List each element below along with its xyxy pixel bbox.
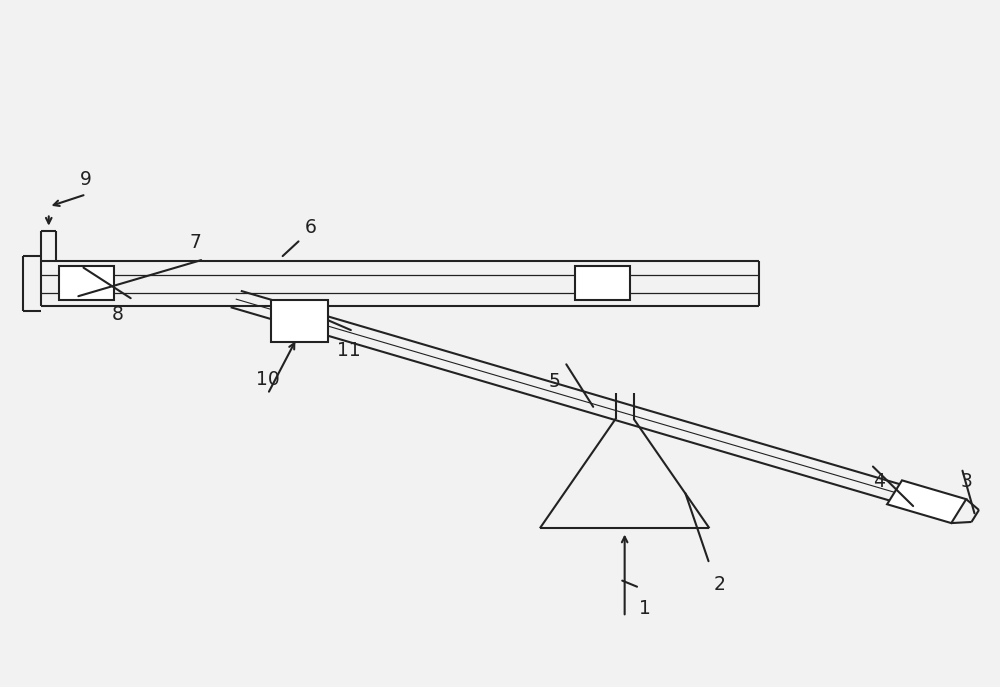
Bar [271, 300, 328, 342]
Text: 9: 9 [80, 170, 92, 189]
Bar [59, 266, 114, 300]
Text: 6: 6 [305, 218, 316, 237]
Bar [575, 266, 630, 300]
Text: 1: 1 [639, 599, 651, 618]
Text: 11: 11 [337, 341, 360, 360]
Text: 4: 4 [873, 472, 885, 491]
Text: 3: 3 [961, 472, 973, 491]
Polygon shape [887, 480, 966, 523]
Text: 5: 5 [549, 372, 561, 391]
Text: 8: 8 [112, 305, 124, 324]
Text: 7: 7 [190, 233, 202, 251]
Text: 10: 10 [256, 370, 280, 389]
Text: 2: 2 [713, 575, 725, 594]
